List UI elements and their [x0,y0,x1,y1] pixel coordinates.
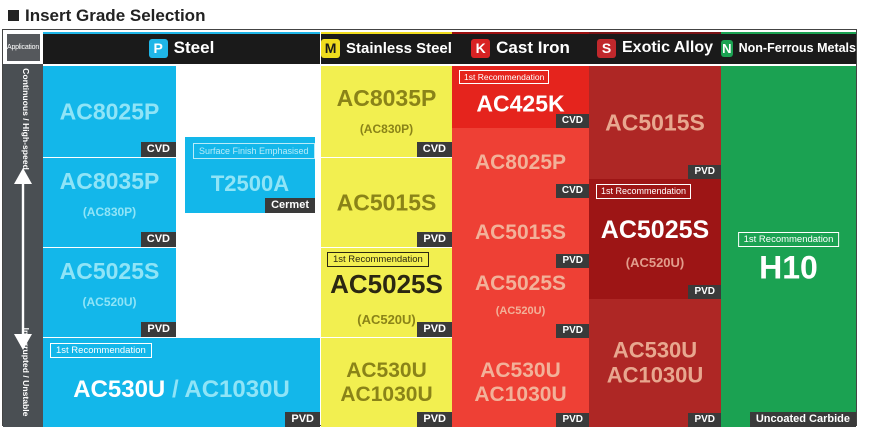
svg-text:Continuous / High-speed: Continuous / High-speed [21,68,31,170]
